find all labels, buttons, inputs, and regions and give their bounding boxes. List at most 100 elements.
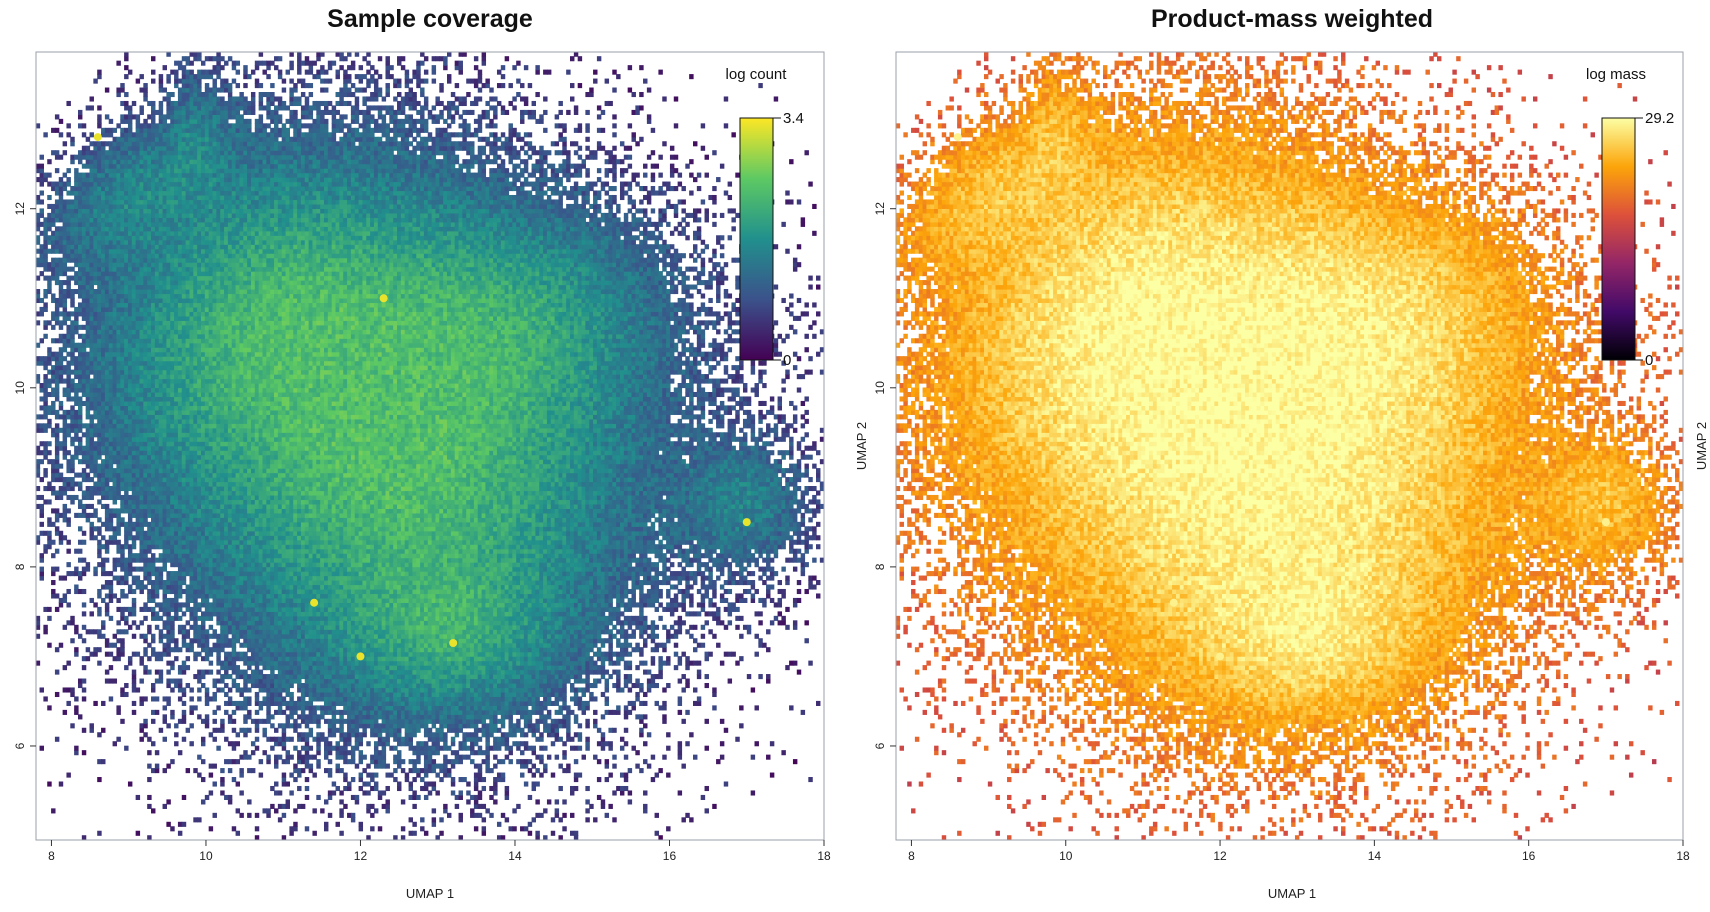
density-cell <box>120 548 125 554</box>
density-cell <box>212 450 217 456</box>
density-cell <box>51 593 56 599</box>
density-cell <box>77 203 83 210</box>
density-cell <box>204 69 210 75</box>
density-cell <box>74 186 79 192</box>
density-cell <box>120 580 125 586</box>
density-cell <box>158 159 164 165</box>
density-cell <box>174 432 179 438</box>
density-cell <box>54 311 60 317</box>
density-cell <box>158 190 164 196</box>
density-cell <box>77 109 83 115</box>
density-cell <box>108 494 114 501</box>
density-cell <box>200 450 206 456</box>
density-cell <box>212 342 217 348</box>
density-cell <box>101 311 106 317</box>
density-cell <box>93 383 98 389</box>
density-cell <box>208 365 214 371</box>
density-cell <box>193 472 198 478</box>
density-cell <box>181 445 187 451</box>
density-cell <box>185 374 191 380</box>
density-cell <box>170 575 175 581</box>
density-cell <box>124 566 129 572</box>
density-cell <box>151 145 156 151</box>
density-cell <box>193 91 198 98</box>
density-cell <box>185 186 191 192</box>
density-cell <box>162 718 167 724</box>
density-cell <box>177 150 183 156</box>
density-cell <box>62 302 68 308</box>
density-cell <box>139 194 144 201</box>
density-cell <box>189 194 194 201</box>
density-cell <box>116 378 121 384</box>
density-cell <box>81 266 87 272</box>
density-cell <box>108 374 114 380</box>
density-cell <box>101 154 106 160</box>
density-cell <box>193 360 198 366</box>
density-cell <box>193 508 198 514</box>
density-cell <box>174 481 179 487</box>
density-cell <box>166 436 171 442</box>
density-cell <box>177 396 183 402</box>
density-cell <box>54 235 60 241</box>
density-cell <box>193 441 198 447</box>
density-cell <box>85 454 91 460</box>
density-cell <box>197 338 202 344</box>
density-cell <box>193 87 198 93</box>
density-cell <box>162 342 167 348</box>
density-cell <box>185 454 191 460</box>
density-cell <box>54 239 60 245</box>
density-cell <box>166 208 171 214</box>
density-cell <box>193 503 198 509</box>
density-cell <box>197 544 202 550</box>
density-cell <box>204 575 210 581</box>
density-cell <box>77 275 83 281</box>
density-cell <box>185 351 191 357</box>
density-cell <box>174 78 179 84</box>
density-cell <box>131 485 137 492</box>
density-cell <box>43 221 48 227</box>
density-cell <box>200 100 206 107</box>
density-cell <box>208 383 214 389</box>
density-cell <box>124 472 129 478</box>
density-cell <box>151 271 156 277</box>
density-cell <box>154 306 160 312</box>
density-cell <box>151 588 156 595</box>
density-cell <box>208 284 214 290</box>
density-cell <box>77 186 83 192</box>
density-cell <box>77 481 83 487</box>
density-cell <box>170 150 175 156</box>
density-cell <box>147 669 152 675</box>
density-cell <box>154 709 160 715</box>
density-cell <box>104 244 110 250</box>
density-cell <box>127 163 133 169</box>
density-cell <box>120 235 125 241</box>
density-cell <box>189 566 194 572</box>
density-cell <box>143 651 148 657</box>
density-cell <box>154 750 160 756</box>
density-cell <box>77 414 83 420</box>
density-cell <box>204 132 210 138</box>
density-cell <box>174 118 179 124</box>
density-cell <box>135 459 141 465</box>
density-cell <box>212 320 217 326</box>
density-cell <box>216 320 221 326</box>
density-cell <box>97 468 102 474</box>
density-cell <box>166 320 171 326</box>
density-cell <box>177 181 183 187</box>
density-cell <box>131 387 137 393</box>
density-cell <box>143 347 148 353</box>
density-cell <box>93 262 98 268</box>
density-cell <box>131 262 137 268</box>
density-cell <box>58 365 64 371</box>
density-cell <box>200 535 206 541</box>
density-cell <box>204 374 210 380</box>
density-cell <box>74 512 79 518</box>
density-cell <box>104 194 110 201</box>
density-cell <box>97 123 102 129</box>
density-cell <box>208 566 214 572</box>
density-cell <box>143 333 148 339</box>
density-cell <box>143 284 148 290</box>
density-cell <box>85 248 91 254</box>
density-cell <box>127 660 133 666</box>
density-cell <box>97 387 102 393</box>
